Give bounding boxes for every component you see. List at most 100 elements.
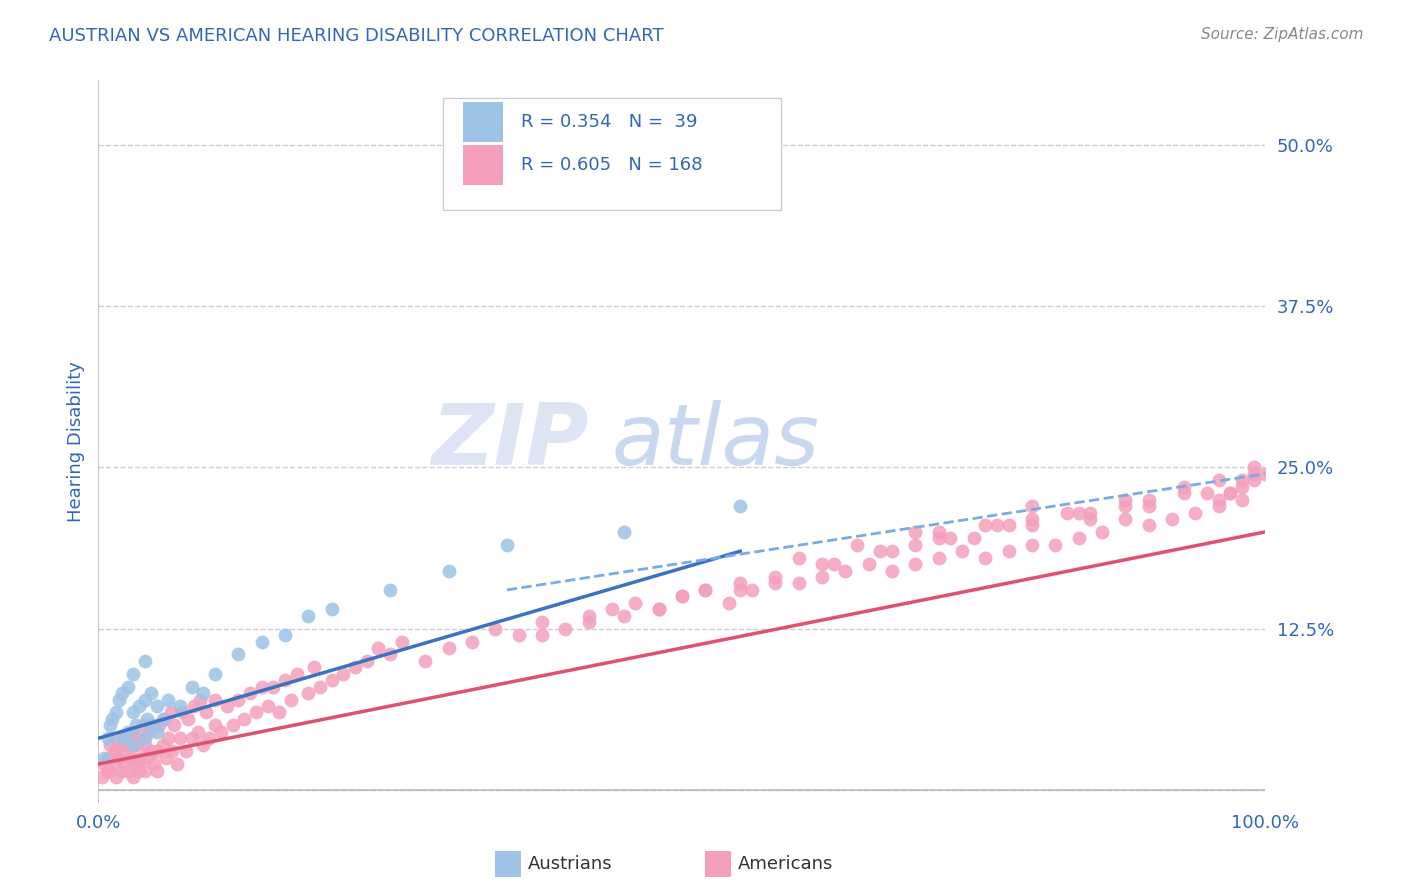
Point: [1091, 524, 1114, 539]
Point: [332, 666, 354, 681]
Text: R = 0.354   N =  39: R = 0.354 N = 39: [520, 112, 697, 131]
Point: [134, 764, 156, 778]
Point: [624, 596, 647, 610]
Y-axis label: Hearing Disability: Hearing Disability: [66, 361, 84, 522]
Point: [146, 764, 169, 778]
Point: [128, 731, 150, 746]
Point: [256, 699, 278, 714]
Point: [90, 770, 112, 784]
Point: [155, 750, 177, 764]
Point: [811, 570, 834, 584]
Point: [811, 557, 834, 571]
Point: [1021, 518, 1043, 533]
Text: ZIP: ZIP: [430, 400, 589, 483]
Point: [974, 518, 997, 533]
Point: [437, 640, 460, 655]
Point: [997, 544, 1019, 558]
Point: [98, 738, 121, 752]
Point: [939, 531, 962, 545]
Point: [136, 750, 159, 764]
Point: [880, 564, 903, 578]
Point: [245, 706, 267, 720]
Point: [139, 718, 162, 732]
Point: [250, 680, 273, 694]
Text: atlas: atlas: [612, 400, 820, 483]
Point: [730, 576, 752, 591]
Point: [233, 712, 256, 726]
Point: [671, 590, 693, 604]
Point: [367, 640, 389, 655]
Point: [1173, 480, 1195, 494]
Point: [928, 524, 950, 539]
Point: [188, 692, 211, 706]
Point: [250, 634, 273, 648]
Point: [134, 738, 156, 752]
Point: [1208, 473, 1230, 487]
Point: [1114, 492, 1136, 507]
Point: [180, 680, 202, 694]
Point: [1243, 467, 1265, 481]
Point: [695, 582, 717, 597]
Point: [1219, 486, 1241, 500]
Text: Austrians: Austrians: [527, 855, 613, 873]
Point: [304, 660, 326, 674]
Point: [578, 615, 600, 630]
Point: [321, 673, 343, 688]
Point: [1067, 531, 1090, 545]
Point: [695, 582, 717, 597]
Point: [122, 750, 145, 764]
Point: [869, 544, 891, 558]
Point: [125, 757, 148, 772]
Point: [986, 518, 1008, 533]
Point: [787, 576, 810, 591]
Point: [146, 744, 169, 758]
Point: [950, 544, 973, 558]
Point: [787, 550, 810, 565]
Point: [344, 660, 367, 674]
Point: [204, 666, 226, 681]
Point: [143, 757, 166, 772]
Point: [380, 582, 402, 597]
Point: [122, 738, 145, 752]
Point: [117, 764, 139, 778]
Point: [274, 673, 297, 688]
Point: [112, 731, 135, 746]
Point: [98, 718, 121, 732]
Point: [101, 712, 124, 726]
Point: [730, 499, 752, 513]
Point: [139, 744, 162, 758]
Point: [1021, 512, 1043, 526]
Point: [117, 738, 139, 752]
Point: [1114, 512, 1136, 526]
Point: [280, 692, 302, 706]
Point: [108, 738, 131, 752]
Point: [112, 757, 135, 772]
Point: [118, 750, 141, 764]
Point: [1137, 492, 1160, 507]
Point: [904, 538, 927, 552]
Point: [111, 744, 134, 758]
Point: [97, 731, 120, 746]
Point: [297, 686, 319, 700]
Point: [928, 531, 950, 545]
Point: [1230, 492, 1253, 507]
Point: [104, 744, 127, 758]
Point: [98, 764, 121, 778]
Point: [93, 757, 115, 772]
Point: [823, 557, 845, 571]
Point: [117, 680, 139, 694]
Point: [142, 718, 165, 732]
Point: [215, 699, 238, 714]
Point: [152, 738, 174, 752]
Bar: [463, 145, 503, 185]
Point: [221, 718, 243, 732]
Point: [122, 770, 145, 784]
Text: R = 0.605   N = 168: R = 0.605 N = 168: [520, 156, 703, 174]
Bar: [463, 102, 503, 142]
Point: [148, 718, 170, 732]
Point: [1137, 499, 1160, 513]
Point: [107, 750, 129, 764]
Point: [730, 582, 752, 597]
Text: Americans: Americans: [738, 855, 834, 873]
Point: [193, 686, 215, 700]
